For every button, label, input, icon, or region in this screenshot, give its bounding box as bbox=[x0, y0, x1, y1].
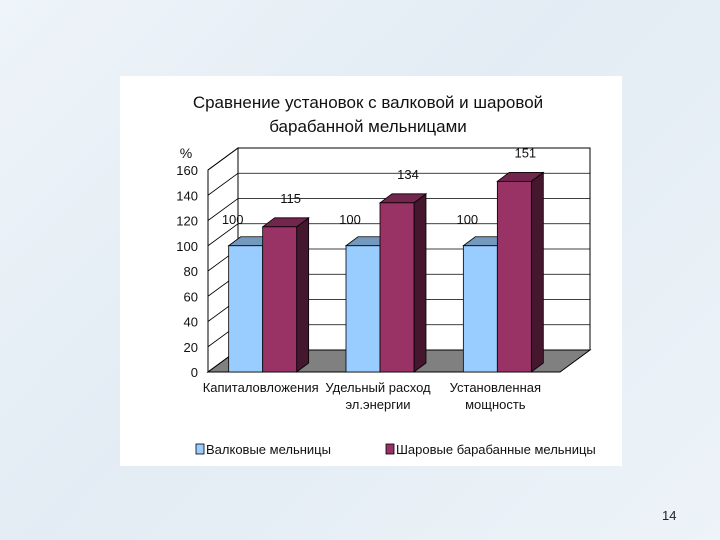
y-tick-label: 20 bbox=[184, 340, 198, 355]
y-axis-label: % bbox=[180, 145, 192, 161]
bar-chart: Сравнение установок с валковой и шаровой… bbox=[176, 93, 596, 457]
x-tick-label: Удельный расход bbox=[325, 380, 431, 395]
bar bbox=[496, 180, 532, 373]
gridline bbox=[207, 172, 590, 196]
page-number: 14 bbox=[662, 508, 677, 523]
x-tick-label: Капиталовложения bbox=[203, 380, 319, 395]
bar-data-label: 134 bbox=[397, 167, 419, 182]
y-tick-label: 100 bbox=[176, 239, 198, 254]
y-tick-label: 120 bbox=[176, 214, 198, 229]
legend-swatch bbox=[195, 443, 205, 455]
gridline bbox=[207, 198, 590, 221]
y-tick-label: 60 bbox=[184, 289, 198, 304]
bar bbox=[462, 245, 498, 373]
x-tick-label: мощность bbox=[465, 397, 526, 412]
y-tick-label: 140 bbox=[176, 188, 198, 203]
bar bbox=[262, 226, 298, 373]
legend-label: Валковые мельницы bbox=[206, 442, 331, 457]
bar-data-label: 100 bbox=[339, 212, 361, 227]
y-tick-label: 80 bbox=[184, 264, 198, 279]
y-tick-label: 40 bbox=[184, 315, 198, 330]
bar bbox=[379, 202, 415, 373]
bar-side bbox=[296, 217, 310, 373]
chart-title-line: барабанной мельницами bbox=[269, 117, 467, 136]
legend-label: Шаровые барабанные мельницы bbox=[396, 442, 596, 457]
chart-panel: Сравнение установок с валковой и шаровой… bbox=[120, 76, 622, 466]
gridline bbox=[207, 147, 590, 171]
bar-data-label: 100 bbox=[456, 212, 478, 227]
bar bbox=[228, 245, 264, 373]
x-tick-label: Установленная bbox=[450, 380, 541, 395]
bar-data-label: 151 bbox=[514, 145, 536, 160]
bar-data-label: 115 bbox=[280, 191, 301, 206]
bar-data-label: 100 bbox=[222, 212, 244, 227]
x-tick-label: эл.энергии bbox=[345, 397, 410, 412]
bar bbox=[345, 245, 381, 373]
chart-title-line: Сравнение установок с валковой и шаровой bbox=[193, 93, 543, 112]
gridline bbox=[207, 223, 590, 247]
legend-swatch bbox=[385, 443, 395, 455]
y-tick-label: 0 bbox=[191, 365, 198, 380]
y-tick-label: 160 bbox=[176, 163, 198, 178]
bar-side bbox=[530, 171, 544, 373]
bar-side bbox=[413, 193, 427, 373]
